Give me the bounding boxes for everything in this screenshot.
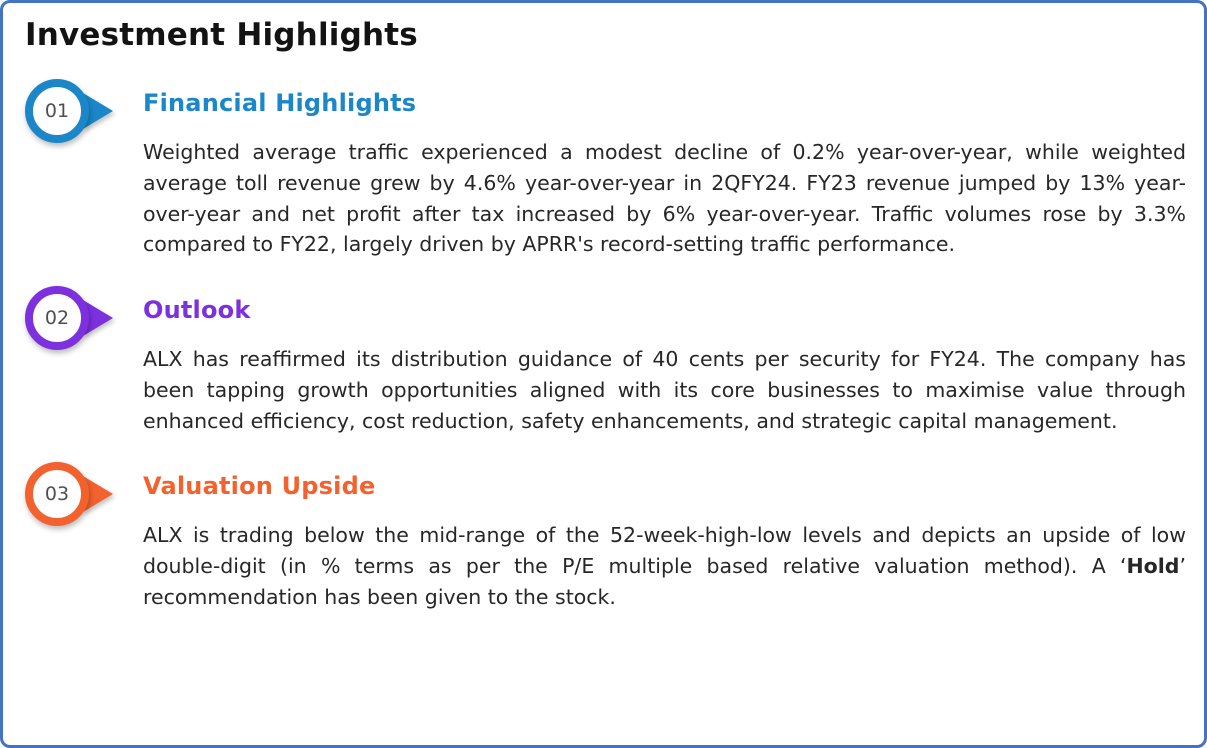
- page-title: Investment Highlights: [25, 17, 418, 53]
- step-marker-icon: 02: [23, 286, 123, 354]
- section-heading: Valuation Upside: [143, 472, 376, 501]
- marker-column: 01: [23, 75, 143, 260]
- section-financial-highlights: 01 Financial Highlights Weighted average…: [23, 75, 1188, 260]
- section-heading: Outlook: [143, 296, 251, 324]
- body-text-after-bold: ’ recommendation has been given to the s…: [143, 554, 1186, 609]
- section-body: Weighted average traffic experienced a m…: [143, 140, 1186, 257]
- section-outlook: 02 Outlook ALX has reaffirmed its distri…: [23, 282, 1188, 436]
- section-heading: Financial Highlights: [143, 89, 417, 117]
- marker-column: 02: [23, 282, 143, 436]
- section-content: Financial Highlights Weighted average tr…: [143, 75, 1188, 260]
- step-number: 02: [44, 307, 70, 329]
- body-text-before-bold: ALX is trading below the mid-range of th…: [143, 523, 1186, 578]
- step-marker-icon: 01: [23, 79, 123, 147]
- marker-column: 03: [23, 458, 143, 612]
- bold-recommendation-word: Hold: [1126, 554, 1180, 578]
- step-marker-icon: 03: [23, 462, 123, 530]
- section-content: Valuation Upside ALX is trading below th…: [143, 458, 1188, 612]
- section-body: ALX is trading below the mid-range of th…: [143, 520, 1186, 612]
- step-number: 03: [44, 483, 70, 506]
- section-valuation-upside: 03 Valuation Upside ALX is trading below…: [23, 458, 1188, 612]
- step-number-badge: 02: [25, 286, 89, 350]
- step-number-badge: 01: [25, 79, 89, 143]
- step-number-badge: 03: [25, 462, 89, 527]
- step-number: 01: [44, 100, 70, 122]
- section-content: Outlook ALX has reaffirmed its distribut…: [143, 282, 1188, 436]
- section-body: ALX has reaffirmed its distribution guid…: [143, 347, 1186, 433]
